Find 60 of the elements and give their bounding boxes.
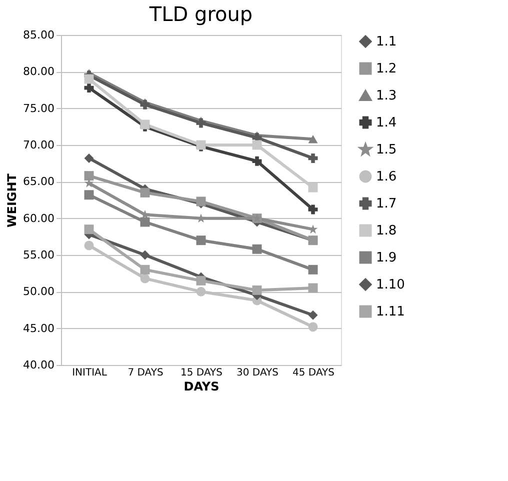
y-tick-label: 80.00: [23, 65, 54, 78]
point: [196, 286, 206, 296]
point: [140, 188, 150, 198]
legend-label: 1.1: [376, 34, 397, 50]
point: [308, 310, 318, 320]
y-axis-title: WEIGHT: [5, 172, 20, 228]
point: [140, 274, 150, 284]
point: [252, 140, 262, 150]
legend-label: 1.11: [376, 304, 405, 320]
point: [84, 224, 94, 234]
y-tick-label: 75.00: [23, 102, 54, 115]
y-tick-label: 45.00: [23, 322, 54, 335]
y-tick-label: 50.00: [23, 285, 54, 298]
point: [84, 240, 94, 250]
legend-label: 1.3: [376, 88, 397, 104]
point: [196, 236, 206, 246]
y-tick-label: 40.00: [23, 358, 54, 372]
chart-title: TLD group: [148, 2, 253, 26]
legend-label: 1.9: [376, 250, 397, 266]
point: [84, 178, 94, 188]
point: [308, 322, 318, 332]
legend-label: 1.10: [376, 278, 405, 292]
point: [308, 204, 318, 214]
point: [196, 276, 206, 286]
point: [140, 264, 150, 274]
point: [196, 214, 206, 223]
point: [308, 182, 318, 192]
y-tick-label: 65.00: [23, 175, 54, 188]
y-tick-label: 85.00: [23, 28, 54, 42]
y-tick-label: 55.00: [23, 248, 54, 262]
point: [252, 244, 262, 254]
point: [252, 285, 262, 295]
point: [84, 190, 94, 200]
x-axis-title: DAYS: [184, 380, 220, 394]
point: [252, 156, 262, 166]
x-tick-label: 7 DAYS: [128, 368, 164, 378]
legend-label: 1.2: [376, 62, 397, 76]
point: [308, 264, 318, 274]
point: [84, 153, 94, 163]
point: [308, 135, 318, 144]
legend-label: 1.8: [376, 224, 397, 238]
x-tick-label: 45 DAYS: [292, 368, 334, 378]
point: [140, 100, 150, 110]
point: [84, 83, 94, 93]
legend-label: 1.7: [376, 196, 397, 212]
y-tick-label: 70.00: [23, 138, 54, 152]
x-tick-label: 15 DAYS: [180, 368, 222, 378]
point: [140, 217, 150, 227]
y-tick-label: 60.00: [23, 212, 54, 225]
x-tick-label: INITIAL: [72, 368, 108, 378]
legend-label: 1.5: [376, 142, 397, 158]
point: [308, 283, 318, 293]
point: [84, 74, 94, 84]
point: [196, 118, 206, 128]
legend-label: 1.4: [376, 116, 397, 130]
point: [84, 171, 94, 181]
point: [308, 153, 318, 163]
legend-label: 1.6: [376, 170, 397, 184]
point: [140, 250, 150, 260]
x-tick-label: 30 DAYS: [236, 368, 278, 378]
